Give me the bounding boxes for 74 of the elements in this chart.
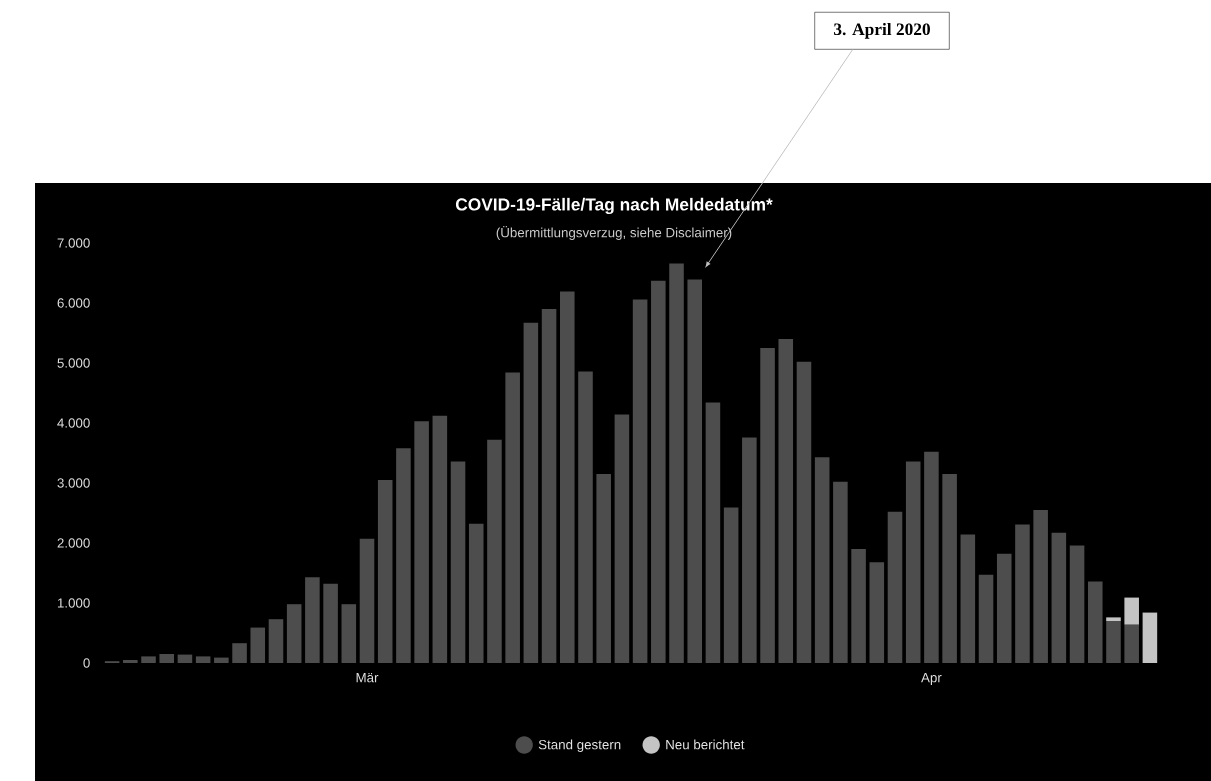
bar <box>632 299 648 663</box>
y-tick-label: 0 <box>83 658 90 668</box>
bar <box>596 473 611 663</box>
legend-label: Neu berichtet <box>666 739 745 750</box>
y-tick-label: 4.000 <box>57 418 90 428</box>
bar <box>1051 532 1067 663</box>
bar <box>705 402 721 663</box>
bar <box>560 291 575 663</box>
bar <box>778 338 794 663</box>
bar <box>1124 597 1139 625</box>
bar <box>833 481 848 663</box>
bar <box>250 627 266 663</box>
bar <box>1033 509 1048 663</box>
y-tick-label: 3.000 <box>57 478 90 488</box>
bar <box>814 457 830 663</box>
y-tick-label: 1.000 <box>57 598 90 608</box>
bar <box>796 361 812 663</box>
bar <box>1069 545 1085 663</box>
bar <box>614 414 630 663</box>
bar <box>942 473 957 663</box>
bar <box>887 511 903 663</box>
bar <box>723 507 739 663</box>
bar <box>996 553 1012 663</box>
chart-title: COVID-19-Fälle/Tag nach Meldedatum* <box>455 197 773 215</box>
y-tick-label: 5.000 <box>57 358 90 368</box>
text: 3. April 2020 <box>834 22 930 39</box>
bar <box>978 574 994 663</box>
bar <box>869 562 885 663</box>
bar <box>1124 624 1139 663</box>
y-tick-label: 2.000 <box>57 538 90 548</box>
bar <box>687 279 703 663</box>
bar <box>141 656 156 663</box>
bar <box>760 347 775 663</box>
bar <box>651 280 666 663</box>
x-tick-label: Mär <box>356 673 379 683</box>
bar <box>523 322 539 663</box>
bar <box>177 654 193 663</box>
bar <box>450 461 466 663</box>
bar <box>468 523 484 663</box>
bar <box>851 548 866 663</box>
bar <box>505 372 520 663</box>
bar <box>305 577 320 663</box>
bar <box>1106 617 1121 621</box>
bar <box>341 604 357 663</box>
x-tick-label: Apr <box>921 673 942 685</box>
bar <box>669 263 684 663</box>
y-tick-label: 6.000 <box>57 298 90 308</box>
bar <box>414 421 429 663</box>
bar <box>1087 581 1103 663</box>
bar <box>359 538 375 663</box>
bar <box>123 659 138 663</box>
bar <box>159 653 175 663</box>
chart-subtitle: (Übermittlungsverzug, siehe Disclaimer) <box>496 226 732 240</box>
bar <box>214 657 229 663</box>
y-tick-label: 7.000 <box>57 238 90 248</box>
bar <box>232 643 247 663</box>
bar <box>377 479 393 663</box>
legend-label: Stand gestern <box>538 739 621 752</box>
bar <box>195 656 211 663</box>
bar <box>1142 612 1158 663</box>
bar <box>742 437 757 663</box>
bar <box>905 461 921 663</box>
bar <box>487 439 502 663</box>
bar <box>1015 524 1030 663</box>
bar <box>286 604 302 663</box>
bar <box>268 619 284 663</box>
bar <box>578 371 593 663</box>
bar <box>432 415 448 663</box>
bar <box>1106 620 1121 663</box>
bar <box>960 534 976 663</box>
bar <box>924 451 939 663</box>
bar <box>323 583 338 663</box>
bar <box>396 448 411 663</box>
bar <box>541 308 557 663</box>
